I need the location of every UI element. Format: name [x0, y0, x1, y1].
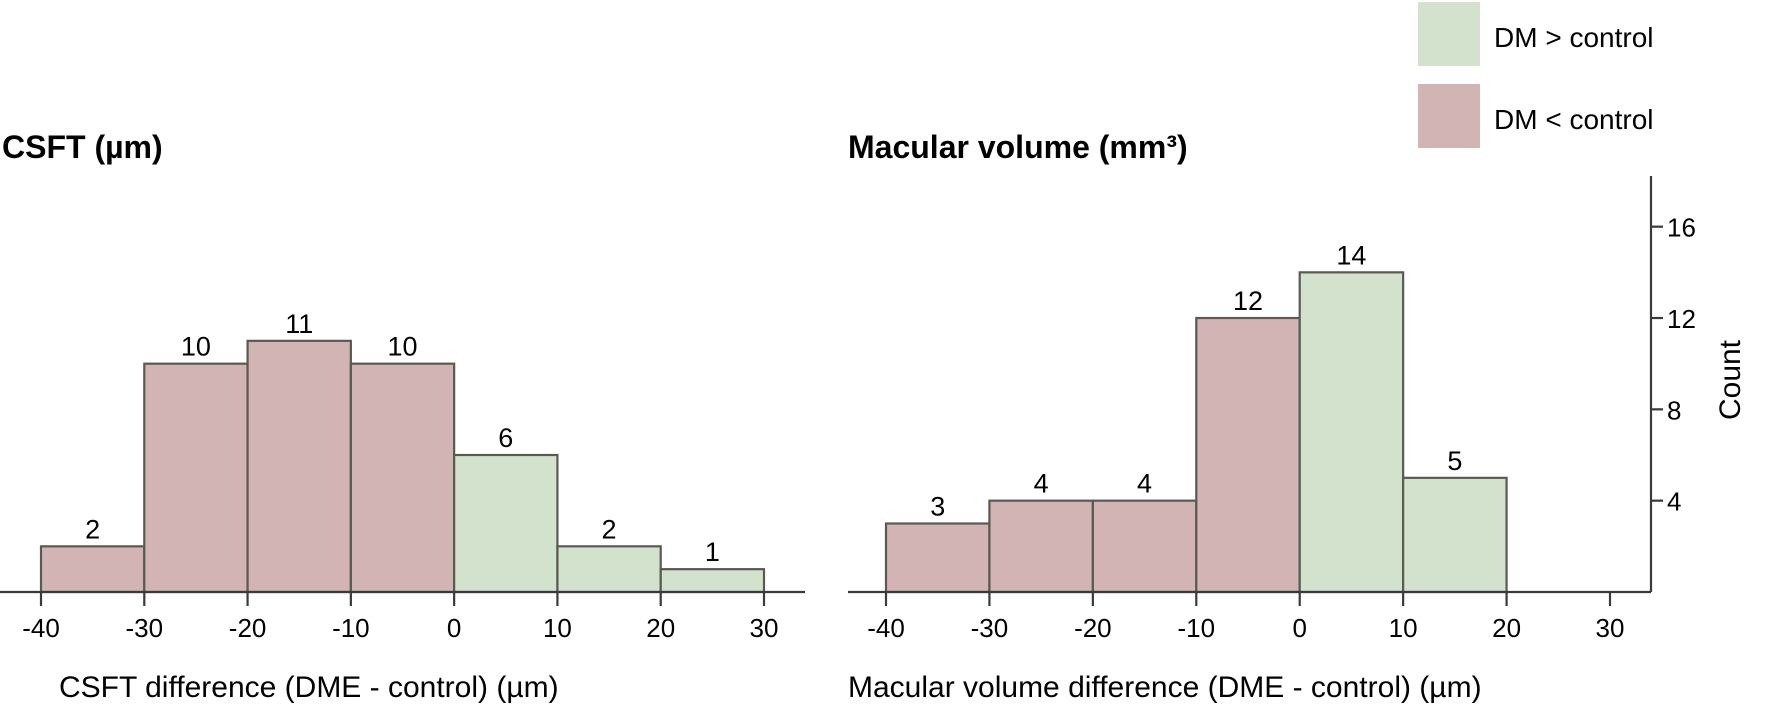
macular-y-tick-labels: 4 8 12 16 — [1667, 213, 1696, 517]
x-tick-label: 0 — [1292, 613, 1306, 643]
x-tick-label: -30 — [971, 613, 1009, 643]
histogram-bar — [884, 522, 991, 594]
x-tick-label: 30 — [1596, 613, 1625, 643]
bar-value-label: 10 — [181, 332, 211, 362]
histogram-bar — [143, 362, 249, 594]
x-tick-label: -10 — [1177, 613, 1215, 643]
legend-swatch-dm-less — [1418, 84, 1480, 148]
histogram-bar — [246, 339, 352, 594]
histogram-bar — [349, 362, 456, 594]
bar-value-label: 14 — [1336, 240, 1366, 270]
bar-value-label: 11 — [285, 309, 313, 339]
bar-value-label: 4 — [1034, 469, 1049, 499]
histogram-bar — [453, 453, 559, 594]
x-tick-label: 10 — [543, 613, 572, 643]
histogram-bar — [659, 568, 766, 594]
x-tick-label: -40 — [867, 613, 905, 643]
x-tick-label: -40 — [22, 613, 60, 643]
y-tick-label: 16 — [1667, 213, 1696, 243]
macular-title: Macular volume (mm³) — [848, 129, 1188, 165]
bar-value-label: 3 — [930, 492, 945, 522]
histogram-bar — [1091, 499, 1198, 594]
macular-y-ticks — [1651, 225, 1663, 502]
csft-value-labels: 2 10 11 10 6 2 1 — [85, 309, 720, 567]
histogram-bar — [1195, 316, 1301, 594]
csft-x-ticks — [39, 592, 766, 606]
y-tick-label: 12 — [1667, 304, 1696, 334]
x-tick-label: 20 — [646, 613, 675, 643]
csft-bars — [39, 339, 766, 594]
macular-x-ticks — [884, 592, 1612, 606]
histogram-bar — [1402, 476, 1508, 594]
bar-value-label: 4 — [1137, 469, 1152, 499]
macular-x-axis-label: Macular volume difference (DME - control… — [848, 671, 1482, 704]
legend-swatch-dm-greater — [1418, 2, 1480, 66]
legend-label-dm-less: DM < control — [1494, 104, 1654, 135]
x-tick-label: -30 — [125, 613, 163, 643]
histogram-bar — [556, 545, 662, 594]
x-tick-label: 10 — [1389, 613, 1418, 643]
bar-value-label: 1 — [705, 537, 720, 567]
macular-y-axis-label: Count — [1714, 339, 1747, 420]
csft-panel: CSFT (µm) 2 10 11 10 6 2 1 -40 -30 -20 -10 0 10 20 30… — [0, 129, 805, 704]
histogram-bar — [1298, 271, 1405, 594]
histogram-bar — [988, 499, 1094, 594]
bar-value-label: 10 — [387, 332, 417, 362]
bar-value-label: 6 — [498, 423, 513, 453]
x-tick-label: 0 — [447, 613, 461, 643]
csft-x-axis-label: CSFT difference (DME - control) (µm) — [59, 671, 559, 704]
x-tick-label: 30 — [750, 613, 779, 643]
x-tick-label: 20 — [1492, 613, 1521, 643]
csft-x-tick-labels: -40 -30 -20 -10 0 10 20 30 — [22, 613, 778, 643]
y-tick-label: 4 — [1667, 487, 1681, 517]
macular-bars — [884, 271, 1508, 594]
bar-value-label: 5 — [1447, 446, 1462, 476]
x-tick-label: -10 — [332, 613, 370, 643]
macular-x-tick-labels: -40 -30 -20 -10 0 10 20 30 — [867, 613, 1624, 643]
macular-value-labels: 3 4 4 12 14 5 — [930, 240, 1462, 521]
bar-value-label: 2 — [85, 514, 100, 544]
legend: DM > control DM < control — [1418, 2, 1654, 148]
y-tick-label: 8 — [1667, 395, 1681, 425]
histogram-bar — [39, 545, 146, 594]
bar-value-label: 12 — [1233, 286, 1263, 316]
bar-value-label: 2 — [602, 514, 617, 544]
x-tick-label: -20 — [229, 613, 267, 643]
legend-label-dm-greater: DM > control — [1494, 22, 1654, 53]
csft-title: CSFT (µm) — [2, 129, 163, 165]
x-tick-label: -20 — [1074, 613, 1112, 643]
